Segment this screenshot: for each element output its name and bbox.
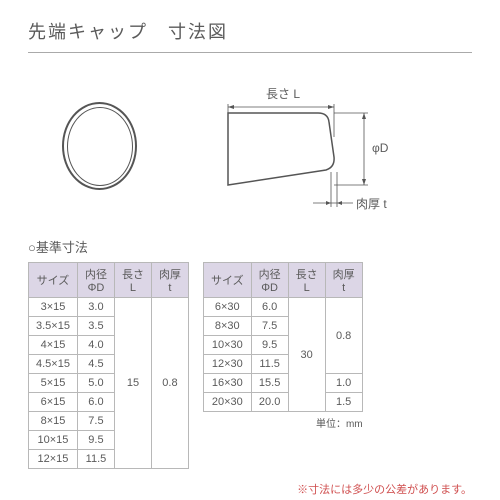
front-view-diagram [58, 102, 148, 192]
col-inner-d: 内径 ΦD [251, 263, 288, 298]
side-view-diagram: 長さ L φD 肉厚 t [188, 77, 448, 217]
table-header-row: サイズ 内径 ΦD 長さ L 肉厚 t [29, 263, 189, 298]
col-length: 長さ L [288, 263, 325, 298]
diagram-area: 長さ L φD 肉厚 t [58, 77, 472, 217]
table-row: 20×3020.01.5 [203, 393, 362, 412]
col-size: サイズ [29, 263, 78, 298]
thickness-label: 肉厚 t [356, 195, 387, 212]
table2-wrap: サイズ 内径 ΦD 長さ L 肉厚 t 6×306.0300.8 8×307.5… [203, 262, 363, 469]
table-header-row: サイズ 内径 ΦD 長さ L 肉厚 t [203, 263, 362, 298]
length-label: 長さ L [266, 85, 300, 102]
col-size: サイズ [203, 263, 251, 298]
page-title: 先端キャップ 寸法図 [28, 18, 472, 44]
dimension-table-1: サイズ 内径 ΦD 長さ L 肉厚 t 3×153.0150.8 3.5×153… [28, 262, 189, 469]
col-thickness: 肉厚 t [325, 263, 362, 298]
dimension-table-2: サイズ 内径 ΦD 長さ L 肉厚 t 6×306.0300.8 8×307.5… [203, 262, 363, 412]
table-row: 16×3015.51.0 [203, 374, 362, 393]
tolerance-note: ※寸法には多少の公差があります。 [28, 481, 472, 497]
divider [28, 52, 472, 53]
table-row: 3×153.0150.8 [29, 298, 189, 317]
unit-label: 単位：mm [203, 415, 363, 430]
tables-container: サイズ 内径 ΦD 長さ L 肉厚 t 3×153.0150.8 3.5×153… [28, 262, 472, 469]
table-row: 6×306.0300.8 [203, 298, 362, 317]
col-length: 長さ L [114, 263, 151, 298]
col-thickness: 肉厚 t [151, 263, 188, 298]
ellipse-inner [67, 107, 133, 186]
diameter-label: φD [372, 141, 388, 155]
section-label: ○基準寸法 [28, 237, 472, 256]
side-view-svg [188, 77, 448, 217]
col-inner-d: 内径 ΦD [77, 263, 114, 298]
